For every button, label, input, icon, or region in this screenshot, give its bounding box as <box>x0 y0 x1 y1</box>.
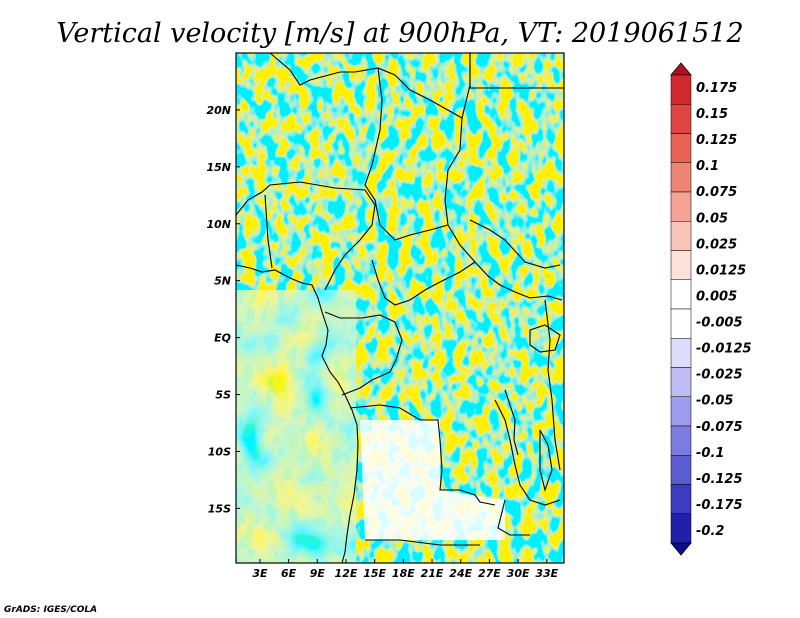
colorbar-swatch <box>670 455 692 485</box>
colorbar-swatch <box>670 308 692 339</box>
x-tick-label: 33E <box>535 567 558 580</box>
border-cameroon-car <box>371 224 476 306</box>
x-tick-label: 3E <box>252 567 268 580</box>
x-tick-label: 12E <box>335 567 358 580</box>
x-axis: 3E 6E 9E 12E 15E 18E 21E 24E 27E 30E 33E <box>252 559 559 580</box>
x-tick-label: 15E <box>363 567 386 580</box>
border-niger-chad <box>364 67 383 226</box>
colorbar-swatch <box>670 133 692 163</box>
lake-tanganyika <box>504 389 519 456</box>
colorbar-label: -0.05 <box>696 394 733 409</box>
border-sudan-south <box>469 219 563 301</box>
angola-smooth-region <box>360 420 505 540</box>
lake-malawi <box>539 429 553 492</box>
colorbar-swatch <box>670 191 692 222</box>
colorbar-label: 0.05 <box>696 211 728 226</box>
map-panel <box>236 53 564 563</box>
colorbar-cap-bottom <box>670 542 692 556</box>
map-frame <box>235 52 565 564</box>
colorbar-label: 0.175 <box>696 81 737 96</box>
colorbar-swatch <box>670 513 692 544</box>
y-axis: 20N 15N 10N 5N EQ 5S 10S 15S <box>206 104 240 515</box>
ocean-field <box>236 290 356 563</box>
x-tick-label: 30E <box>507 567 530 580</box>
border-congo-drc <box>324 311 403 396</box>
colorbar-swatch <box>670 221 692 251</box>
border-nigeria <box>269 181 376 291</box>
colorbar-swatch <box>670 425 692 456</box>
y-tick-label: EQ <box>214 332 231 345</box>
colorbar-label: 0.0125 <box>696 263 746 278</box>
colorbar-label: -0.075 <box>696 420 743 435</box>
colorbar-label: -0.005 <box>696 316 743 331</box>
y-tick-label: 5S <box>215 389 231 402</box>
y-tick-label: 10S <box>208 445 231 458</box>
x-tick-label: 9E <box>310 567 326 580</box>
colorbar-swatch <box>670 162 692 193</box>
coastline-west-africa <box>236 264 359 563</box>
colorbar-label: 0.075 <box>696 185 737 200</box>
colorbar-swatch <box>670 484 692 514</box>
colorbar-label: 0.125 <box>696 133 737 148</box>
border-drc-angola <box>349 404 530 546</box>
y-tick-label: 20N <box>206 104 231 117</box>
y-tick-label: 15S <box>208 502 231 515</box>
colorbar-label: -0.125 <box>696 472 743 487</box>
colorbar-cap-top <box>670 62 692 76</box>
y-tick-label: 15N <box>206 161 231 174</box>
credit-label: GrADS: IGES/COLA <box>4 605 97 615</box>
colorbar-label: 0.025 <box>696 237 737 252</box>
colorbar-label: -0.0125 <box>696 342 752 357</box>
y-tick-label: 10N <box>206 218 231 231</box>
colorbar-swatch <box>670 367 692 397</box>
colorbar-label: 0.15 <box>696 107 728 122</box>
lake-victoria <box>529 324 561 353</box>
colorbar-label: -0.025 <box>696 368 743 383</box>
chart-title: Vertical velocity [m/s] at 900hPa, VT: 2… <box>56 18 743 49</box>
colorbar: 0.175 0.15 0.125 0.1 0.075 0.05 0.025 0.0125 0.0… <box>670 62 752 556</box>
colorbar-swatch <box>670 396 692 427</box>
colorbar-swatch <box>670 250 692 280</box>
colorbar-swatch <box>670 338 692 368</box>
colorbar-label: 0.005 <box>696 289 737 304</box>
border-east-africa <box>469 53 564 471</box>
colorbar-swatch <box>670 74 692 105</box>
x-tick-label: 27E <box>478 567 501 580</box>
x-tick-label: 21E <box>421 567 444 580</box>
border-west-states <box>236 184 273 269</box>
colorbar-swatch <box>670 104 692 134</box>
colorbar-label: -0.175 <box>696 498 743 513</box>
border-zambia-tanzania <box>494 399 561 506</box>
colorbar-label: -0.2 <box>696 524 724 539</box>
y-tick-label: 5N <box>214 275 231 288</box>
country-borders <box>236 53 564 563</box>
colorbar-label: -0.1 <box>696 446 724 461</box>
colorbar-swatch <box>670 279 692 310</box>
x-tick-label: 24E <box>449 567 472 580</box>
border-chad-east <box>444 117 489 277</box>
x-tick-label: 6E <box>281 567 297 580</box>
colorbar-label: 0.1 <box>696 159 719 174</box>
x-tick-label: 18E <box>392 567 415 580</box>
